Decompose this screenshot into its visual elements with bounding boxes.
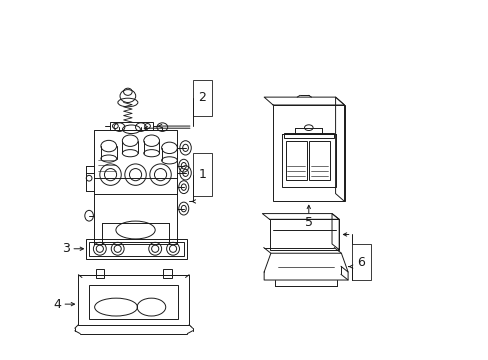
Bar <box>89 285 178 319</box>
Bar <box>85 239 187 258</box>
Bar <box>89 242 183 256</box>
Bar <box>163 269 172 278</box>
Bar <box>192 153 212 196</box>
Text: 2: 2 <box>198 91 206 104</box>
Bar <box>95 269 104 278</box>
Bar <box>78 275 189 325</box>
Text: 5: 5 <box>304 216 312 229</box>
Bar <box>110 122 153 130</box>
Bar <box>282 134 335 187</box>
Bar <box>272 105 344 202</box>
Text: 4: 4 <box>53 298 61 311</box>
Text: 6: 6 <box>357 256 365 269</box>
Bar <box>283 134 333 138</box>
Bar <box>308 141 329 180</box>
Bar <box>192 80 212 116</box>
Bar <box>285 141 306 180</box>
Bar <box>351 244 370 280</box>
Text: 1: 1 <box>198 168 206 181</box>
Bar <box>269 219 339 249</box>
Text: 3: 3 <box>62 242 70 255</box>
